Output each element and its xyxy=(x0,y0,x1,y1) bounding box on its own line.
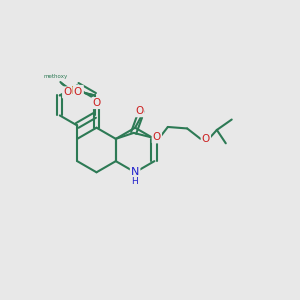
Text: methoxy: methoxy xyxy=(43,74,68,79)
Text: O: O xyxy=(202,134,210,144)
Text: N: N xyxy=(131,167,139,177)
Text: O: O xyxy=(136,106,144,116)
Text: H: H xyxy=(131,177,138,186)
Text: O: O xyxy=(63,87,71,98)
Text: O: O xyxy=(74,87,82,97)
Text: O: O xyxy=(92,98,101,108)
Text: O: O xyxy=(153,132,161,142)
Text: Br: Br xyxy=(71,86,83,96)
